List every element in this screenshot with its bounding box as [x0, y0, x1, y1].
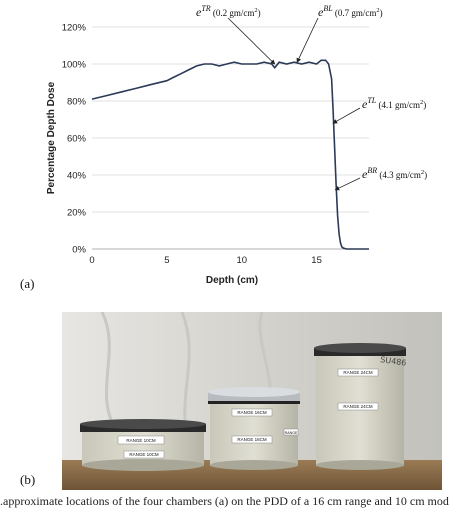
x-tick-label: 15	[311, 255, 322, 266]
container-24cm: RANGE 24CM RANGE 24CM SU486	[314, 343, 407, 470]
annotation-label: eTL (4.1 gm/cm2)	[362, 96, 426, 111]
y-axis-label: Percentage Depth Dose	[46, 81, 57, 194]
y-tick-label: 40%	[67, 171, 87, 182]
annotation-label: eBR (4.3 gm/cm2)	[362, 166, 427, 181]
container-24cm-label-bottom: RANGE 24CM	[343, 404, 373, 409]
phantom-containers-photo: RANGE 10CM RANGE 10CM RANGE 16CM RANGE 1…	[62, 312, 442, 490]
grid-lines	[92, 26, 369, 213]
annotation-arrow	[296, 17, 319, 63]
y-tick-label: 0%	[72, 245, 86, 256]
y-tick-labels: 0% 20% 40% 60% 80% 100% 120%	[62, 23, 87, 256]
pdd-series-line	[91, 59, 369, 250]
container-16cm: RANGE 16CM RANGE 16CM RANGE	[208, 387, 300, 470]
x-tick-label: 5	[164, 255, 169, 266]
container-10cm: RANGE 10CM RANGE 10CM	[80, 419, 206, 471]
y-tick-label: 20%	[67, 208, 87, 219]
container-24cm-label-top: RANGE 24CM	[343, 370, 373, 375]
x-tick-labels: 0 5 10 15	[89, 255, 322, 266]
container-16cm-label-top: RANGE 16CM	[237, 410, 267, 415]
x-axis-label: Depth (cm)	[206, 275, 258, 286]
y-tick-label: 100%	[62, 60, 87, 71]
figure-caption: ...approximate locations of the four cha…	[0, 494, 449, 508]
panel-b-label: (b)	[20, 472, 36, 487]
x-tick-label: 10	[236, 255, 247, 266]
annotations: eTR (0.2 gm/cm2) eBL (0.7 gm/cm2) eTL (4.1…	[196, 4, 427, 191]
y-tick-label: 120%	[62, 23, 87, 34]
container-16cm-label-bottom: RANGE 16CM	[237, 437, 267, 442]
y-tick-label: 80%	[67, 97, 87, 108]
y-tick-label: 60%	[67, 134, 87, 145]
container-16cm-label-side: RANGE	[285, 431, 298, 435]
annotation-arrow	[334, 177, 361, 191]
pdd-chart: 0% 20% 40% 60% 80% 100% 120% 0 5 10 15 Depth (cm)…	[46, 4, 427, 286]
annotation-arrow	[332, 107, 361, 124]
annotation-label: eTR (0.2 gm/cm2)	[196, 4, 261, 19]
container-24cm-handwriting: SU486	[380, 355, 407, 368]
annotation-label: eBL (0.7 gm/cm2)	[318, 4, 383, 19]
container-10cm-label-bottom: RANGE 10CM	[129, 452, 159, 457]
panel-a-label: (a)	[20, 276, 35, 291]
annotation-arrow	[227, 17, 276, 65]
container-10cm-label-top: RANGE 10CM	[126, 438, 156, 443]
x-tick-label: 0	[89, 255, 94, 266]
